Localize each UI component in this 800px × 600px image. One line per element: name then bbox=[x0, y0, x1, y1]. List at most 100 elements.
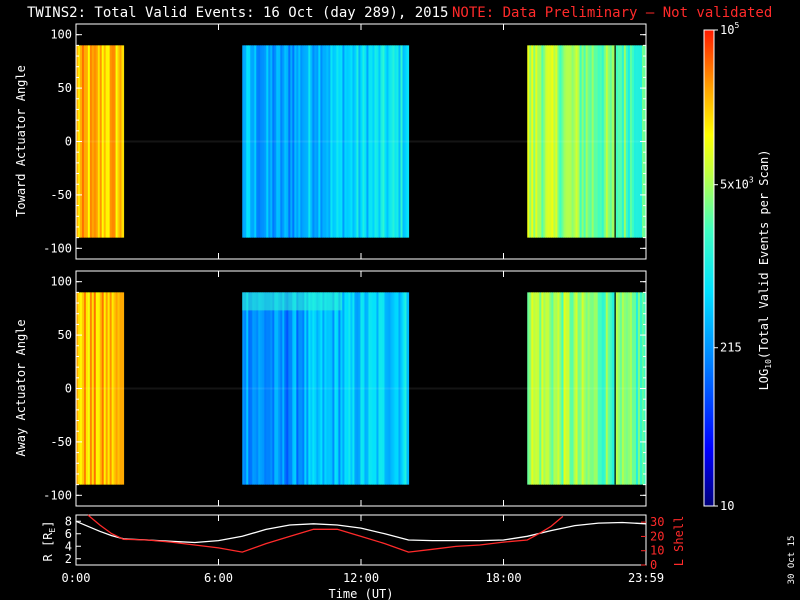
heatmap-cell bbox=[286, 45, 289, 238]
heatmap-cell bbox=[326, 45, 329, 238]
heatmap-cell bbox=[83, 292, 87, 485]
heatmap-cell bbox=[527, 45, 530, 238]
heatmap-cell bbox=[274, 45, 277, 238]
zero-angle-streak bbox=[76, 140, 646, 143]
heatmap-cell bbox=[260, 45, 263, 238]
heatmap-cell bbox=[344, 45, 347, 238]
heatmap-cell bbox=[117, 292, 121, 485]
heatmap-cell bbox=[589, 292, 593, 485]
heatmap-cell bbox=[384, 292, 388, 485]
heatmap-cell bbox=[115, 45, 119, 238]
heatmap-cell bbox=[625, 45, 629, 238]
r-axis-label: R [RE] bbox=[41, 521, 57, 562]
heatmap-cell bbox=[384, 45, 388, 238]
toward-heatmap bbox=[76, 45, 647, 238]
heatmap-cell bbox=[111, 45, 115, 238]
heatmap-cell bbox=[605, 45, 609, 238]
heatmap-cell bbox=[109, 45, 113, 238]
heatmap-cell bbox=[605, 292, 609, 485]
heatmap-cell bbox=[577, 292, 581, 485]
r-tick-label: 8 bbox=[65, 514, 72, 528]
heatmap-cell bbox=[368, 45, 372, 238]
heatmap-cell bbox=[115, 292, 119, 485]
heatmap-cell bbox=[99, 292, 103, 485]
heatmap-cell bbox=[300, 292, 303, 485]
heatmap-cell bbox=[545, 292, 548, 485]
heatmap-cell bbox=[314, 45, 317, 238]
heatmap-cell bbox=[541, 292, 544, 485]
colorbar-tick-label: 5x103 bbox=[720, 176, 754, 192]
heatmap-cell bbox=[276, 45, 279, 238]
heatmap-cell bbox=[535, 292, 538, 485]
heatmap-cell bbox=[635, 292, 639, 485]
lshell-series-line bbox=[87, 514, 564, 553]
heatmap-cell bbox=[615, 45, 619, 238]
heatmap-cell bbox=[310, 45, 313, 238]
heatmap-cell bbox=[81, 292, 85, 485]
colorbar-tick-label: 215 bbox=[720, 341, 742, 355]
heatmap-cell bbox=[340, 45, 343, 238]
heatmap-cell bbox=[264, 45, 267, 238]
heatmap-cell bbox=[585, 45, 589, 238]
heatmap-cell bbox=[270, 45, 273, 238]
away-y-label: Away Actuator Angle bbox=[14, 319, 28, 456]
heatmap-cell bbox=[621, 292, 625, 485]
heatmap-cell bbox=[103, 45, 107, 238]
heatmap-cell bbox=[244, 45, 247, 238]
heatmap-cell bbox=[547, 292, 550, 485]
heatmap-cell bbox=[549, 292, 552, 485]
heatmap-cell bbox=[591, 292, 595, 485]
heatmap-cell bbox=[312, 45, 315, 238]
heatmap-cell bbox=[252, 292, 255, 485]
heatmap-cell bbox=[336, 292, 339, 485]
heatmap-cell bbox=[81, 45, 85, 238]
heatmap-cell bbox=[561, 45, 565, 238]
heatmap-cell bbox=[328, 292, 331, 485]
heatmap-cell bbox=[595, 292, 599, 485]
heatmap-cell bbox=[589, 45, 593, 238]
heatmap-cell bbox=[322, 45, 325, 238]
lshell-axis-label: L Shell bbox=[672, 516, 686, 567]
heatmap-cell bbox=[288, 292, 291, 485]
heatmap-cell bbox=[358, 292, 362, 485]
lshell-tick-label: 0 bbox=[650, 558, 657, 572]
heatmap-cell bbox=[376, 292, 380, 485]
heatmap-cell bbox=[529, 292, 532, 485]
y-tick-label: -50 bbox=[50, 435, 72, 449]
heatmap-cell bbox=[89, 45, 93, 238]
heatmap-cell bbox=[268, 45, 271, 238]
heatmap-cell bbox=[539, 45, 542, 238]
heatmap-cell bbox=[258, 292, 261, 485]
heatmap-cell bbox=[340, 292, 343, 485]
heatmap-cell bbox=[119, 45, 123, 238]
heatmap-cell bbox=[581, 292, 585, 485]
heatmap-cell bbox=[302, 45, 305, 238]
heatmap-cell bbox=[593, 45, 597, 238]
time-tick-label: 12:00 bbox=[343, 571, 379, 585]
heatmap-cell bbox=[400, 45, 404, 238]
heatmap-cell bbox=[254, 45, 257, 238]
heatmap-cell bbox=[362, 292, 366, 485]
heatmap-cell bbox=[248, 45, 251, 238]
heatmap-cell bbox=[254, 292, 257, 485]
heatmap-cell bbox=[296, 45, 299, 238]
heatmap-cell bbox=[394, 292, 398, 485]
heatmap-cell bbox=[105, 45, 109, 238]
heatmap-cell bbox=[551, 292, 555, 485]
heatmap-cell bbox=[113, 292, 117, 485]
heatmap-cell bbox=[278, 292, 281, 485]
heatmap-cell bbox=[332, 45, 335, 238]
orbit-lines bbox=[75, 514, 647, 553]
heatmap-cell bbox=[579, 45, 583, 238]
heatmap-cell bbox=[338, 45, 341, 238]
heatmap-cell bbox=[553, 292, 557, 485]
heatmap-cell bbox=[380, 292, 384, 485]
away-panel: 100 50 0 -50 -100 Away Actuator Angle bbox=[14, 270, 647, 507]
heatmap-cell bbox=[308, 292, 311, 485]
heatmap-cell bbox=[378, 45, 382, 238]
time-axis-label: Time (UT) bbox=[328, 587, 393, 600]
heatmap-cell bbox=[553, 45, 557, 238]
heatmap-cell bbox=[372, 292, 376, 485]
y-tick-label: 100 bbox=[50, 275, 72, 289]
